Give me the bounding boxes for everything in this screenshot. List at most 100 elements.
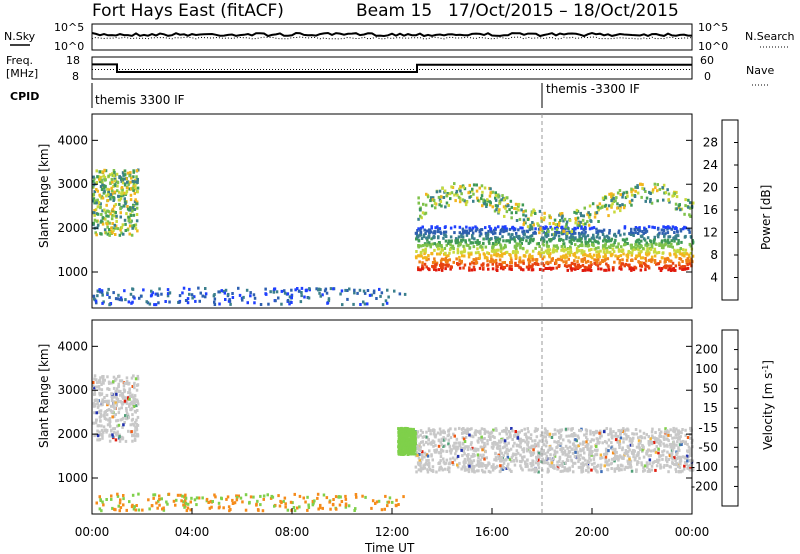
echo-cell [584, 260, 588, 264]
echo-cell [663, 260, 666, 264]
echo-cell [567, 449, 571, 453]
echo-cell [93, 177, 96, 181]
echo-cell [592, 457, 596, 461]
echo-cell [572, 461, 575, 465]
echo-cell [637, 451, 640, 454]
echo-cell [500, 254, 504, 258]
echo-cell [111, 433, 114, 437]
echo-cell [628, 461, 632, 465]
echo-cell [605, 239, 609, 243]
scatter-echo [135, 504, 138, 507]
scatter-echo [212, 294, 216, 298]
echo-cell [111, 213, 114, 217]
echo-cell [616, 440, 620, 444]
echo-cell [131, 226, 134, 230]
scatter-echo [277, 494, 280, 498]
echo-cell [92, 175, 95, 179]
echo-cell [504, 245, 507, 249]
scatter-echo [194, 299, 197, 303]
echo-cell [576, 239, 579, 243]
echo-cell [582, 228, 585, 232]
echo-cell [535, 455, 538, 459]
echo-cell [539, 434, 543, 438]
echo-cell [120, 231, 123, 235]
echo-cell [495, 242, 499, 246]
scatter-echo [127, 300, 131, 304]
echo-cell [458, 441, 462, 445]
echo-cell [501, 265, 505, 269]
echo-cell [580, 468, 583, 472]
scatter-echo [122, 494, 125, 497]
echo-cell [521, 226, 524, 230]
echo-cell [642, 232, 645, 235]
echo-cell [635, 454, 638, 458]
echo-cell [582, 234, 585, 238]
echo-cell [495, 254, 498, 258]
scatter-echo [204, 295, 207, 299]
echo-cell [462, 460, 465, 464]
echo-cell [651, 188, 655, 192]
echo-cell [510, 261, 513, 265]
echo-cell [515, 449, 519, 453]
echo-cell [135, 175, 138, 179]
scatter-echo [158, 497, 161, 501]
echo-cell [577, 245, 580, 249]
echo-cell [510, 258, 513, 262]
echo-cell [438, 468, 441, 472]
echo-cell [678, 263, 681, 267]
echo-cell [427, 429, 431, 432]
echo-cell [640, 264, 643, 267]
echo-cell [419, 449, 422, 453]
echo-cell [114, 401, 117, 405]
echo-cell [525, 435, 528, 439]
echo-cell [95, 398, 98, 402]
echo-cell [439, 465, 443, 469]
echo-cell [92, 221, 95, 225]
echo-cell [106, 375, 109, 379]
echo-cell [428, 268, 431, 272]
echo-cell [129, 180, 132, 184]
echo-cell [502, 230, 505, 234]
echo-cell [664, 264, 667, 268]
echo-cell [605, 250, 608, 254]
echo-cell [107, 210, 111, 214]
echo-cell [644, 268, 647, 272]
echo-cell [445, 449, 448, 453]
echo-cell [555, 249, 559, 253]
echo-cell [440, 437, 444, 441]
echo-cell [686, 442, 689, 446]
echo-cell [93, 392, 96, 396]
echo-cell [412, 445, 415, 449]
echo-cell [568, 253, 572, 257]
echo-cell [442, 436, 445, 440]
echo-cell [571, 451, 575, 455]
echo-cell [636, 238, 639, 242]
echo-cell [587, 211, 590, 215]
scatter-echo [186, 502, 190, 506]
echo-cell [423, 466, 427, 470]
echo-cell [641, 256, 645, 260]
echo-cell [430, 204, 434, 208]
scatter-echo [184, 499, 187, 502]
echo-cell [516, 430, 519, 434]
scatter-echo [262, 497, 265, 501]
echo-cell [536, 443, 539, 447]
echo-cell [604, 452, 607, 456]
echo-cell [125, 396, 128, 400]
scatter-echo [152, 493, 155, 497]
echo-cell [668, 200, 671, 204]
echo-cell [551, 462, 554, 466]
echo-cell [665, 443, 668, 447]
echo-cell [577, 460, 580, 464]
echo-cell [522, 210, 525, 213]
echo-cell [405, 436, 408, 440]
echo-cell [129, 171, 132, 175]
echo-cell [488, 238, 491, 241]
echo-cell [104, 169, 108, 173]
scatter-echo [117, 293, 120, 297]
echo-cell [431, 458, 434, 462]
echo-cell [521, 448, 524, 452]
echo-cell [643, 464, 647, 468]
echo-cell [98, 393, 102, 397]
echo-cell [562, 242, 566, 246]
